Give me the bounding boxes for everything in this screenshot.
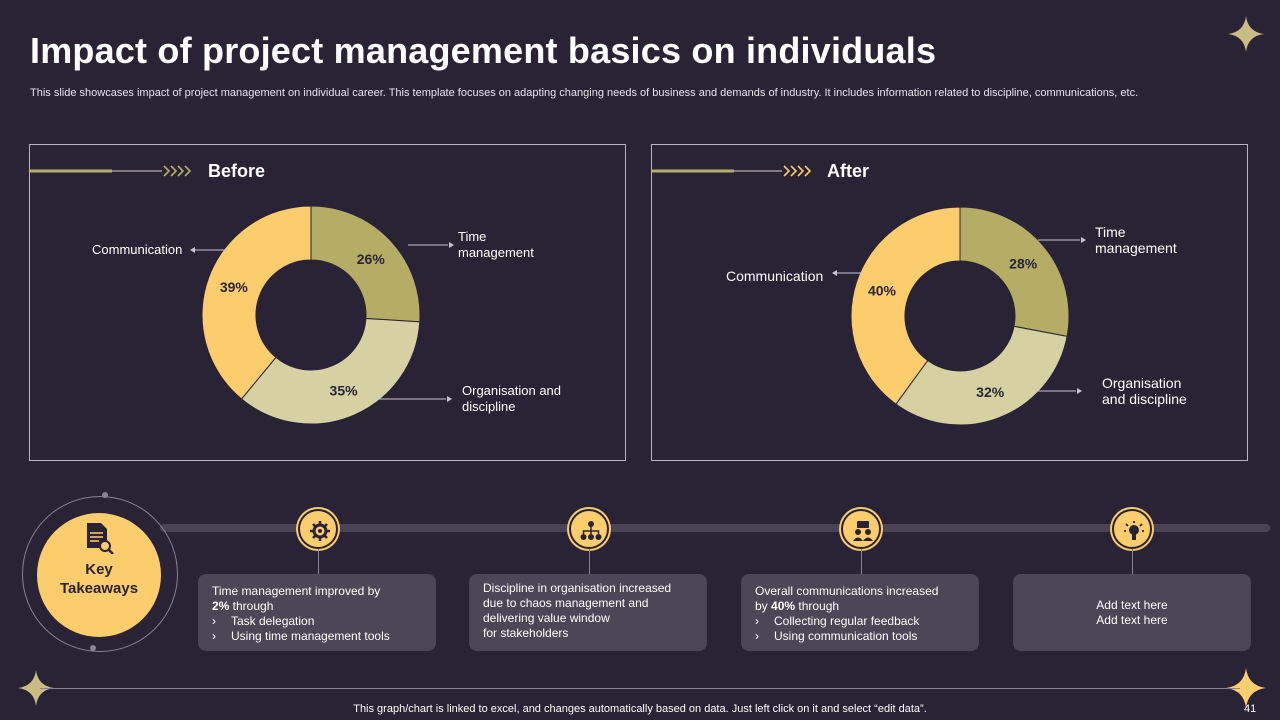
takeaway-card-communication: Overall communications increased by 40% … (741, 574, 979, 651)
key-takeaways-label: Key Takeaways (59, 561, 139, 597)
card-text: Add text here (1096, 598, 1168, 612)
data-label: 26% (357, 251, 386, 267)
card-highlight: 2% (212, 599, 230, 613)
before-donut-chart[interactable]: 26% 35% 39% (201, 205, 421, 425)
after-panel: After 28% 32% 40% Communication Time manag… (651, 144, 1248, 461)
card-bullet: Task delegation (212, 614, 422, 629)
before-title: Before (208, 161, 266, 181)
leader-line-organisation (376, 396, 452, 402)
card-bullet: Using time management tools (212, 629, 422, 644)
card-text: Time management improved by (212, 584, 381, 598)
document-search-icon (87, 523, 114, 554)
data-label: 39% (220, 279, 249, 295)
card-highlight: 40% (771, 599, 796, 613)
card-text: Add text here (1096, 613, 1168, 627)
legend-label-organisation: Organisation and discipline (1102, 375, 1187, 407)
legend-label-time-management: Time management (458, 229, 534, 260)
card-text: due to chaos management and (483, 596, 649, 610)
card-text: for stakeholders (483, 626, 569, 640)
before-panel: Before 26% 35% 39% Communication Time mana… (29, 144, 626, 461)
footer-divider (40, 688, 1240, 689)
ring-dot (90, 645, 96, 651)
slice-time-management[interactable] (959, 206, 1070, 338)
data-label: 35% (330, 382, 359, 398)
leader-line-time (1038, 237, 1086, 243)
arrow-decoration-icon (30, 165, 192, 177)
card-text: delivering value window (483, 611, 610, 625)
ring-dot (102, 492, 108, 498)
timeline-bar (160, 524, 1270, 532)
after-title: After (827, 161, 870, 181)
idea-icon (1124, 521, 1144, 540)
card-text: Discipline in organisation increased (483, 581, 672, 595)
gear-node (298, 509, 338, 549)
sparkle-icon (1226, 668, 1266, 708)
takeaway-card-time: Time management improved by 2% through T… (198, 574, 436, 651)
data-label: 40% (868, 283, 897, 299)
data-label: 28% (1009, 256, 1038, 272)
legend-label-communication: Communication (726, 268, 824, 284)
hierarchy-icon (580, 521, 602, 540)
slice-organisation[interactable] (895, 325, 1068, 426)
gear-icon (310, 521, 330, 541)
takeaway-card-placeholder[interactable]: Add text here Add text here (1013, 574, 1251, 651)
leader-line-communication (832, 270, 864, 276)
key-takeaways-ring (22, 496, 178, 652)
data-label: 32% (976, 384, 1005, 400)
legend-label-organisation: Organisation and discipline (462, 383, 562, 414)
connector-line (318, 549, 319, 574)
team-node (841, 509, 881, 549)
sparkle-icon (18, 670, 54, 706)
footer-note: This graph/chart is linked to excel, and… (353, 703, 927, 715)
connector-line (1132, 549, 1133, 574)
page-number: 41 (1244, 703, 1257, 715)
after-donut-chart[interactable]: 28% 32% 40% (850, 206, 1070, 426)
slice-time-management[interactable] (310, 205, 421, 323)
card-bullet: Collecting regular feedback (755, 614, 965, 629)
leader-line-communication (190, 247, 228, 253)
legend-label-communication: Communication (92, 242, 183, 257)
card-bullet: Using communication tools (755, 629, 965, 644)
arrow-decoration-icon (652, 165, 812, 177)
slice-communication[interactable] (850, 206, 961, 405)
page-subtitle: This slide showcases impact of project m… (30, 87, 1139, 99)
leader-line-organisation (1036, 388, 1082, 394)
idea-node (1112, 509, 1152, 549)
page-title: Impact of project management basics on i… (30, 30, 937, 71)
team-icon (853, 521, 873, 541)
legend-label-time-management: Time management (1095, 224, 1177, 256)
sparkle-icon (1228, 16, 1264, 52)
leader-line-time (408, 242, 454, 248)
slice-organisation[interactable] (240, 317, 421, 425)
card-text: Overall communications increased (755, 584, 939, 598)
slice-communication[interactable] (201, 205, 312, 400)
takeaway-card-discipline: Discipline in organisation increased due… (469, 574, 707, 651)
connector-line (861, 549, 862, 574)
connector-line (589, 549, 590, 574)
hierarchy-node (569, 509, 609, 549)
